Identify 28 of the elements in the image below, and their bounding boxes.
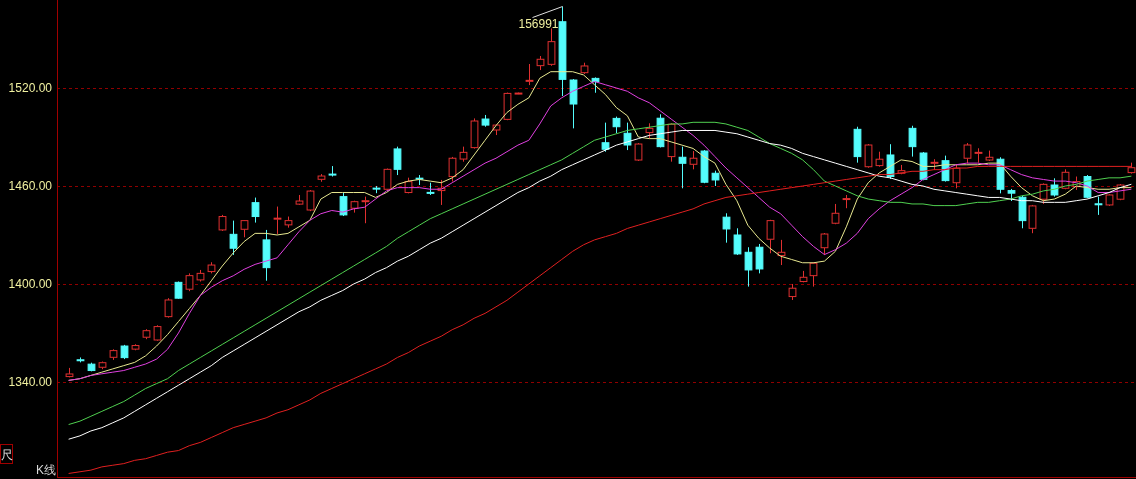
y-tick-label: 1400.00 (8, 276, 53, 291)
text: 尺 (1, 448, 13, 462)
y-tick-label: 1460.00 (8, 179, 53, 193)
candlestick (536, 55, 545, 71)
candlestick (755, 243, 764, 274)
candlestick (1050, 177, 1059, 198)
candlestick (722, 212, 731, 244)
candlestick (1094, 196, 1103, 216)
candlestick (251, 197, 260, 224)
candlestick (678, 146, 687, 189)
candlestick (974, 147, 983, 164)
candlestick (744, 246, 753, 288)
y-tick-label: 1520.00 (8, 81, 53, 96)
candlestick (788, 283, 797, 301)
y-tick-label: 1340.00 (8, 374, 53, 389)
candlestick (733, 227, 742, 256)
candlestick (229, 220, 238, 256)
candlestick (908, 125, 917, 158)
candlestick (273, 206, 282, 235)
candlestick (1018, 195, 1027, 229)
candlestick (547, 27, 556, 65)
candlestick (886, 143, 895, 180)
candlestick (623, 122, 632, 151)
candlestick (393, 146, 402, 176)
candlestick (569, 78, 578, 129)
annotation: 156991 (518, 16, 559, 31)
text: K线 (36, 463, 57, 477)
candlestick (601, 122, 610, 153)
